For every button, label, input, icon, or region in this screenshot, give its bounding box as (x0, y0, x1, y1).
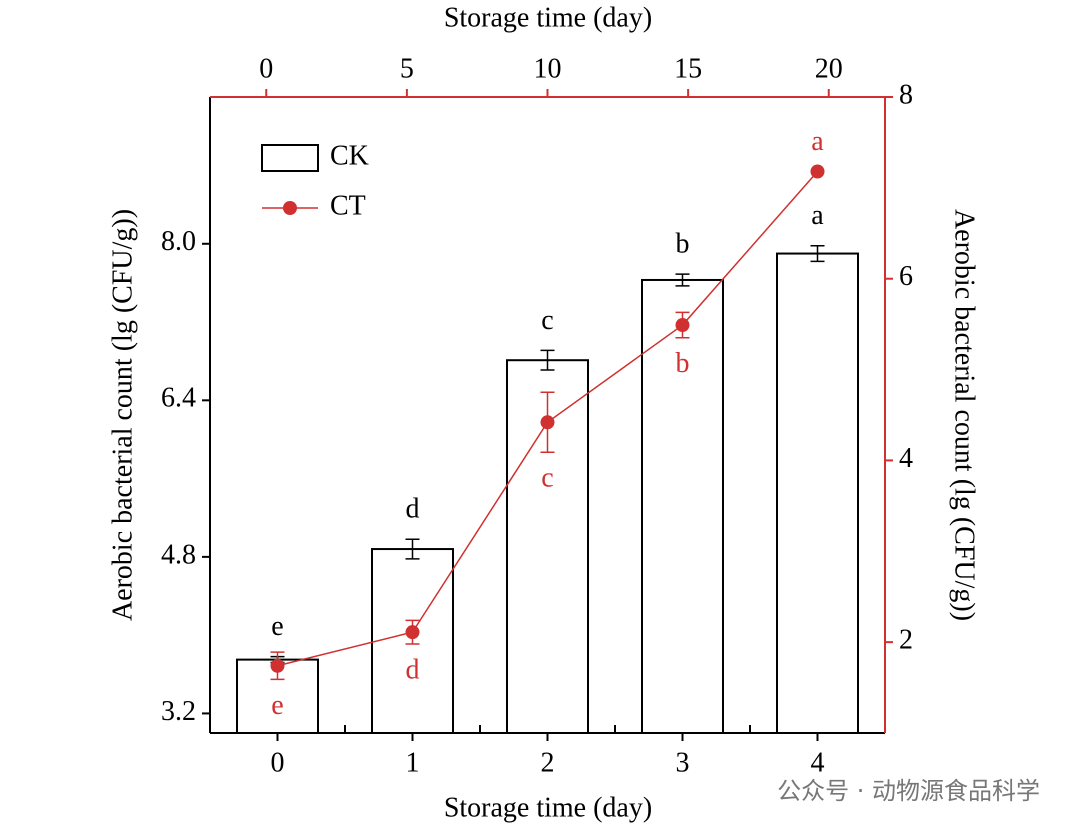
x2-tick-label: 5 (400, 53, 414, 84)
x-tick-label: 0 (271, 747, 285, 778)
x2-tick-label: 15 (674, 53, 702, 84)
point (540, 415, 555, 430)
y-axis-title: Aerobic bacterial count (lg (CFU/g)) (107, 209, 138, 621)
significance-label: d (406, 494, 420, 525)
x-axis-title: Storage time (day) (444, 792, 652, 823)
significance-label: c (541, 463, 553, 494)
significance-label: b (676, 229, 690, 260)
significance-label: a (811, 126, 824, 157)
significance-label: b (676, 348, 690, 379)
x2-tick-label: 10 (534, 53, 562, 84)
x-tick-label: 4 (811, 747, 825, 778)
y2-tick-label: 6 (899, 261, 913, 292)
error-bar (540, 349, 555, 371)
watermark: 公众号 · 动物源食品科学 (777, 777, 1040, 805)
significance-label: c (541, 305, 553, 336)
x-tick-label: 1 (406, 747, 420, 778)
legend-swatch (261, 144, 319, 172)
bar (641, 278, 724, 734)
x-tick-label: 3 (676, 747, 690, 778)
y-tick-label: 8.0 (161, 226, 196, 257)
y-tick-label: 4.8 (161, 539, 196, 570)
y-tick-label: 3.2 (161, 696, 196, 727)
x2-axis-title: Storage time (day) (444, 2, 652, 33)
y2-tick-label: 8 (899, 79, 913, 110)
error-bar (405, 538, 420, 560)
point (270, 658, 285, 673)
x2-tick-label: 20 (815, 53, 843, 84)
y-tick-label: 6.4 (161, 383, 196, 414)
y2-axis-title: Aerobic bacterial count (lg (CFU/g)) (949, 209, 980, 621)
legend-label: CT (330, 190, 366, 221)
legend-label: CK (330, 140, 369, 171)
significance-label: e (271, 690, 283, 721)
y2-tick-label: 4 (899, 443, 913, 474)
bar (776, 252, 859, 735)
x2-tick-label: 0 (259, 53, 273, 84)
error-bar (675, 273, 690, 287)
significance-label: a (811, 200, 824, 231)
significance-label: e (271, 611, 283, 642)
significance-label: d (406, 654, 420, 685)
point (405, 625, 420, 640)
y2-tick-label: 2 (899, 625, 913, 656)
error-bar (810, 244, 825, 263)
point (675, 318, 690, 333)
point (810, 164, 825, 179)
legend-marker (283, 201, 297, 215)
x-tick-label: 2 (541, 747, 555, 778)
